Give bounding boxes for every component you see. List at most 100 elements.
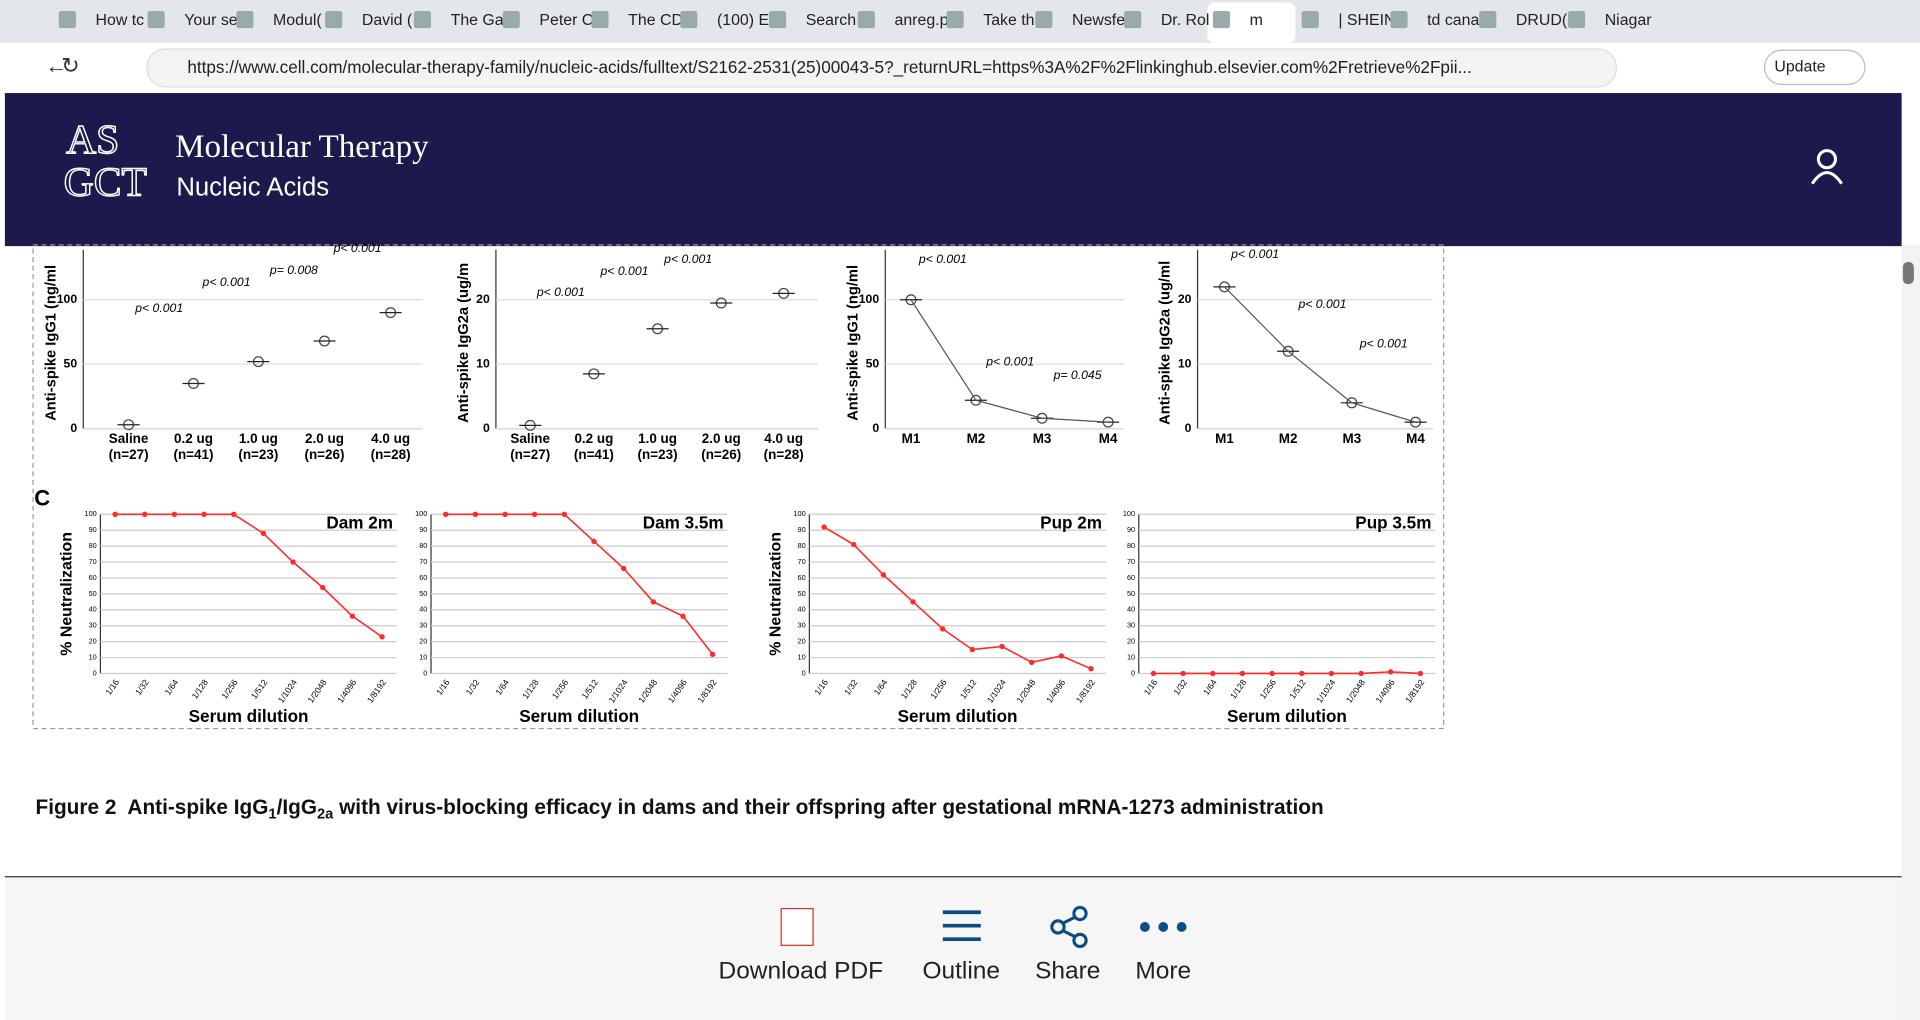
scroll-thumb[interactable] xyxy=(1902,262,1914,285)
user-icon[interactable] xyxy=(1816,149,1838,170)
reload-btn[interactable]: ↻ xyxy=(61,53,79,78)
more-icon[interactable] xyxy=(1140,922,1187,932)
x-tick-label: 1/1024 xyxy=(606,677,629,704)
y-tick-label: 20 xyxy=(1127,637,1135,646)
tab-icon[interactable] xyxy=(147,11,165,29)
tab-title[interactable]: Peter C xyxy=(539,12,593,29)
tab-icon[interactable] xyxy=(502,11,520,29)
point xyxy=(1239,670,1246,677)
x-tick-label: 1/1024 xyxy=(985,677,1008,704)
tab-title[interactable]: Newsfe xyxy=(1072,12,1125,29)
tab-title[interactable]: Modul( xyxy=(273,12,322,29)
x-tick-label: 0.2 ug xyxy=(574,431,613,446)
x-tick-label: 1/32 xyxy=(1171,677,1189,697)
tab-title[interactable]: td cana xyxy=(1427,12,1479,29)
back-btn[interactable]: ← xyxy=(45,53,67,78)
y-tick-label: 90 xyxy=(89,525,97,534)
p-value: p< 0.001 xyxy=(985,355,1034,369)
x-tick-label: 1/8192 xyxy=(1074,677,1097,704)
outline-icon[interactable] xyxy=(942,910,981,942)
p-value: p< 0.001 xyxy=(536,285,585,299)
tab-icon[interactable] xyxy=(58,11,76,29)
caption-part: with virus-blocking efficacy in dams and… xyxy=(333,796,1323,819)
figure-frame xyxy=(32,244,1445,730)
tab-icon[interactable] xyxy=(1479,11,1497,29)
tab-title[interactable]: | SHEIN xyxy=(1338,12,1395,29)
tab-title[interactable]: DRUD( xyxy=(1516,12,1568,29)
tab-icon[interactable] xyxy=(591,11,609,29)
y-tick-label: 50 xyxy=(89,589,97,598)
x-tick-label: 1/1024 xyxy=(1314,677,1337,704)
x-tick-label: 1/512 xyxy=(1287,677,1308,700)
x-tick-label: (n=28) xyxy=(764,447,804,462)
url-box[interactable] xyxy=(146,48,1617,88)
x-tick-label: 1/8192 xyxy=(365,677,388,704)
x-tick-label: 4.0 ug xyxy=(764,431,803,446)
tab-icon[interactable] xyxy=(236,11,254,29)
series-line xyxy=(1153,671,1421,675)
tab-title[interactable]: anreg.p xyxy=(894,12,948,29)
panel-title: Pup 2m xyxy=(1040,513,1102,533)
update-btn[interactable] xyxy=(1763,49,1866,86)
point xyxy=(1180,670,1186,677)
share-icon[interactable] xyxy=(1050,905,1088,949)
y-tick-label: 60 xyxy=(1127,573,1135,582)
tab-title[interactable]: The Ga xyxy=(451,12,504,29)
y-tick-label: 20 xyxy=(798,637,806,646)
point xyxy=(142,511,148,517)
tab-title[interactable]: The CD xyxy=(628,12,683,29)
tab-icon[interactable] xyxy=(768,11,787,29)
tab-title[interactable]: Search xyxy=(806,12,856,29)
point xyxy=(443,511,449,517)
x-tick-label: 1/2048 xyxy=(1014,677,1037,704)
tab-icon[interactable] xyxy=(1390,11,1408,29)
y-tick-label: 40 xyxy=(89,605,97,614)
tab-icon[interactable] xyxy=(413,11,432,29)
x-tick-label: Saline xyxy=(109,431,149,446)
tab-title[interactable]: m xyxy=(1250,12,1263,29)
x-tick-label: M4 xyxy=(1406,431,1425,446)
y-tick-label: 10 xyxy=(476,356,490,370)
point xyxy=(1299,670,1305,677)
point xyxy=(112,511,118,517)
tab-title[interactable]: Your se xyxy=(184,12,238,29)
toolbar-label[interactable]: More xyxy=(1135,958,1191,985)
y-tick-label: 90 xyxy=(419,525,427,534)
series-line xyxy=(115,513,383,638)
point xyxy=(1058,653,1065,659)
point xyxy=(851,541,857,548)
caption-part: /IgG xyxy=(277,796,317,819)
caption-sub: 1 xyxy=(268,806,276,822)
tab-icon[interactable] xyxy=(1567,11,1586,29)
panel-title: Dam 2m xyxy=(326,513,393,533)
tab-icon[interactable] xyxy=(946,11,964,29)
tab-icon[interactable] xyxy=(680,11,698,29)
tab-icon[interactable] xyxy=(1035,11,1053,29)
pdf-icon[interactable] xyxy=(780,907,814,946)
toolbar-label[interactable]: Outline xyxy=(922,958,1000,985)
y-tick-label: 0 xyxy=(423,668,427,677)
tab-title[interactable]: Niagar xyxy=(1605,12,1653,29)
tab-icon[interactable] xyxy=(325,11,343,29)
journal-subtitle: Nucleic Acids xyxy=(176,173,329,201)
tab-title[interactable]: Take th xyxy=(983,12,1034,29)
y-tick-label: 70 xyxy=(89,557,97,566)
tab-icon[interactable] xyxy=(1212,11,1230,29)
url[interactable]: https://www.cell.com/molecular-therapy-f… xyxy=(187,57,1471,77)
update-text: Update xyxy=(1774,59,1825,76)
tab-icon[interactable] xyxy=(1124,11,1142,29)
toolbar-label[interactable]: Download PDF xyxy=(719,958,884,985)
tab-icon[interactable] xyxy=(1301,11,1319,29)
scrollbar[interactable] xyxy=(1901,244,1920,1020)
x-tick-label: M4 xyxy=(1099,431,1118,446)
tab-title[interactable]: David ( xyxy=(362,12,413,29)
tab-title[interactable]: Dr. Rol xyxy=(1161,12,1210,29)
tab-icon[interactable] xyxy=(857,11,875,29)
y-tick-label: 10 xyxy=(419,652,427,661)
x-tick-label: (n=23) xyxy=(638,447,678,462)
y-tick-label: 70 xyxy=(419,557,427,566)
toolbar-label[interactable]: Share xyxy=(1035,958,1100,985)
tab-title[interactable]: (100) E xyxy=(717,12,769,29)
tab-title[interactable]: How tc xyxy=(96,12,145,29)
x-tick-label: 1/32 xyxy=(842,677,860,697)
